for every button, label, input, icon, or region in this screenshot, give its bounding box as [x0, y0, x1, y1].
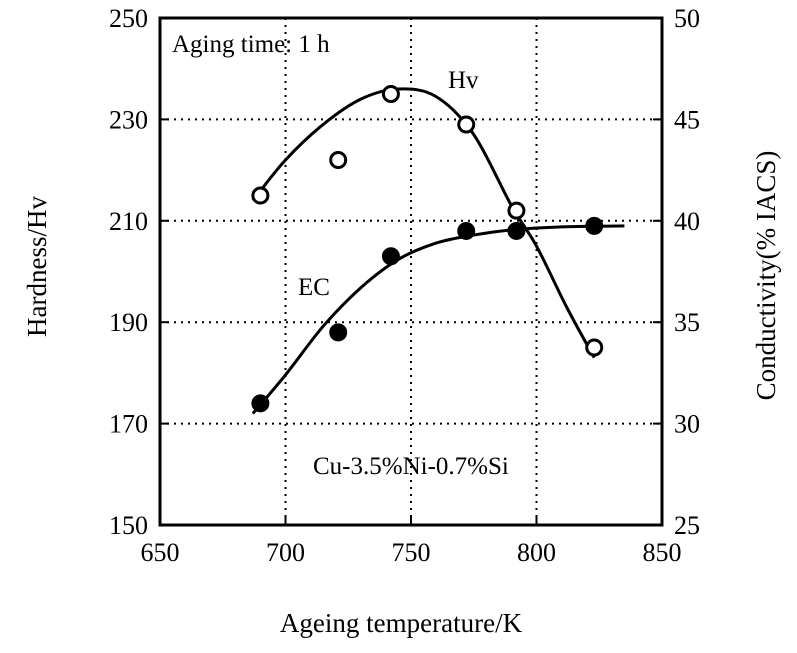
grid-lines: [160, 18, 662, 525]
x-tick-label: 750: [392, 538, 431, 567]
series-label-hv: Hv: [448, 67, 479, 94]
x-tick-label: 850: [643, 538, 682, 567]
data-point-hv: [585, 338, 604, 357]
data-point-ec: [585, 216, 604, 235]
ticks: 650 700 750 800 850 150 170 190 210 230 250 25 30 35 4…: [109, 4, 700, 567]
y-left-tick-label: 170: [109, 410, 148, 439]
data-point-hv: [251, 186, 270, 205]
y-axis-left-title: Hardness/Hv: [22, 196, 52, 337]
series-curve-ec: [251, 224, 625, 415]
y-left-tick-label: 150: [109, 511, 148, 540]
y-left-tick-label: 230: [109, 105, 148, 134]
annotation-aging-time: Aging time: 1 h: [172, 31, 330, 58]
curves: [251, 87, 625, 415]
y-left-tick-label: 250: [109, 4, 148, 33]
data-point-hv: [457, 115, 476, 134]
data-point-hv: [381, 85, 400, 104]
y-right-tick-label: 40: [674, 207, 700, 236]
series-label-ec: EC: [298, 274, 330, 301]
x-tick-label: 650: [141, 538, 180, 567]
y-right-tick-label: 45: [674, 105, 700, 134]
data-point-ec: [507, 221, 526, 240]
y-left-tick-label: 210: [109, 207, 148, 236]
annotation-alloy: Cu-3.5%Ni-0.7%Si: [313, 453, 509, 480]
data-point-ec: [457, 221, 476, 240]
y-axis-right-title: Conductivity(% IACS): [751, 151, 781, 401]
y-right-tick-label: 30: [674, 410, 700, 439]
markers: [251, 85, 604, 413]
y-left-tick-label: 190: [109, 308, 148, 337]
data-point-ec: [251, 394, 270, 413]
data-point-hv: [329, 150, 348, 169]
y-right-tick-label: 25: [674, 511, 700, 540]
data-point-hv: [507, 201, 526, 220]
series-curve-hv: [251, 87, 596, 359]
data-point-ec: [329, 323, 348, 342]
x-axis-title: Ageing temperature/K: [280, 608, 523, 638]
x-tick-label: 800: [517, 538, 556, 567]
data-point-ec: [381, 247, 400, 266]
x-tick-label: 700: [266, 538, 305, 567]
y-right-tick-label: 50: [674, 4, 700, 33]
y-right-tick-label: 35: [674, 308, 700, 337]
